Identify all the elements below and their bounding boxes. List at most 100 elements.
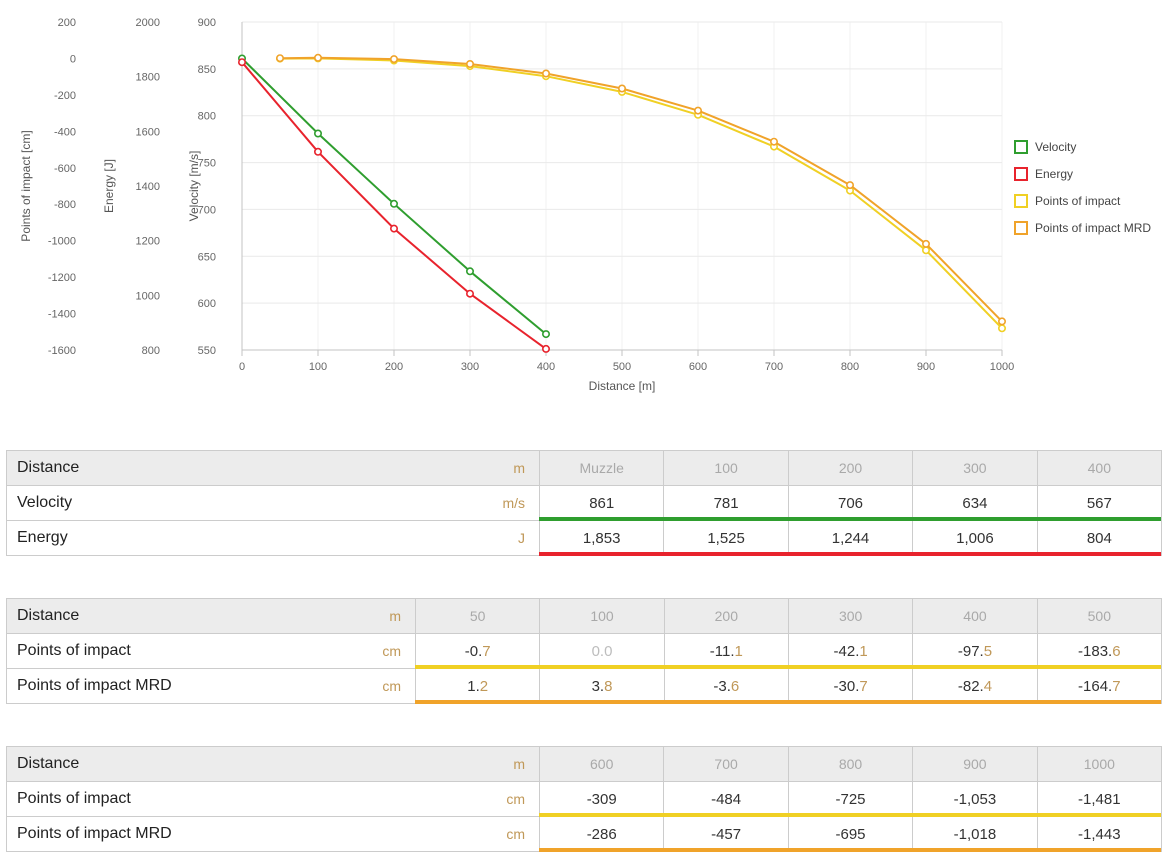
y-tick-label-energy: 800 (142, 345, 160, 357)
column-header: 1000 (1036, 747, 1161, 781)
row-unit: J (518, 530, 525, 546)
series-marker-velocity (313, 129, 322, 138)
series-marker-velocity (465, 267, 474, 276)
legend-swatch-points-of-impact-mrd (1014, 220, 1028, 235)
row-color-band (539, 848, 1161, 852)
x-tick-label: 0 (239, 361, 245, 373)
y-tick-label-poi: -1000 (48, 236, 76, 248)
column-header: 100 (663, 451, 787, 485)
series-marker-points-of-impact-mrd (921, 239, 930, 248)
legend-item-points-of-impact[interactable]: Points of impact (1014, 187, 1151, 214)
row-values: -286 -457 -695 -1,018 -1,443 (539, 817, 1161, 851)
value-cell: -82. 4 (912, 669, 1036, 703)
y-tick-label-poi: -1400 (48, 309, 76, 321)
x-tick-label: 400 (537, 361, 555, 373)
y-tick-label-energy: 1600 (136, 126, 160, 138)
column-header: 200 (787, 451, 912, 485)
value-cell: 781 (663, 486, 787, 520)
row-unit: cm (382, 643, 401, 659)
table-row-velocity: Velocity m/s 861 781 706 634 567 (7, 486, 1161, 521)
value-cell: -97. 5 (912, 634, 1036, 668)
column-header: 800 (787, 747, 912, 781)
series-marker-points-of-impact-mrd (275, 54, 284, 63)
column-header: 100 (539, 599, 663, 633)
value-cell: -286 (539, 817, 663, 851)
legend-item-energy[interactable]: Energy (1014, 160, 1151, 187)
column-header: 200 (663, 599, 788, 633)
row-label: Energy (17, 529, 68, 546)
value-cell: 3. 8 (539, 669, 663, 703)
value-cell: 634 (912, 486, 1036, 520)
row-color-band (539, 552, 1161, 556)
x-tick-label: 800 (841, 361, 859, 373)
table-row-points-of-impact-mrd: Points of impact MRD cm 1. 2 3. 8 -3. 6 -30. 7 -82… (7, 669, 1161, 704)
legend-label: Points of impact (1035, 193, 1121, 208)
series-marker-velocity (541, 330, 550, 339)
column-header: 300 (787, 599, 912, 633)
value-cell: 0.0 (539, 634, 663, 668)
value-cell: -725 (787, 782, 912, 816)
series-line-points-of-impact (279, 57, 1003, 329)
value-cell: -42. 1 (787, 634, 912, 668)
value-cell: -30. 7 (787, 669, 912, 703)
row-unit: m (389, 608, 401, 624)
data-table-2: Distance m 50 100 200 300 400 500 Points of impa… (6, 598, 1162, 704)
value-cell: -457 (663, 817, 787, 851)
series-marker-points-of-impact (921, 246, 930, 255)
y-tick-label-poi: -800 (54, 199, 76, 211)
row-label: Distance (17, 459, 80, 476)
y-axis-title-energy: Energy [J] (102, 159, 116, 213)
row-unit: cm (506, 826, 525, 842)
legend-item-velocity[interactable]: Velocity (1014, 133, 1151, 160)
value-cell: -695 (787, 817, 912, 851)
y-tick-label-energy: 1800 (136, 72, 160, 84)
series-marker-points-of-impact-mrd (845, 181, 854, 190)
y-tick-label-poi: -1200 (48, 272, 76, 284)
row-color-band (539, 517, 1161, 521)
series-marker-points-of-impact-mrd (769, 137, 778, 146)
series-marker-points-of-impact-mrd (541, 69, 550, 78)
row-label: Distance (17, 755, 80, 772)
row-label: Velocity (17, 494, 73, 511)
y-tick-label-energy: 2000 (136, 17, 160, 29)
x-tick-label: 300 (461, 361, 479, 373)
row-color-band (539, 813, 1161, 817)
x-tick-label: 600 (689, 361, 707, 373)
table-row-energy: Energy J 1,853 1,525 1,244 1,006 804 (7, 521, 1161, 556)
row-label: Distance (17, 607, 80, 624)
x-tick-label: 500 (613, 361, 631, 373)
x-tick-label: 1000 (990, 361, 1014, 373)
value-cell: 1,853 (539, 521, 663, 555)
value-cell: -183. 6 (1036, 634, 1161, 668)
row-unit: cm (382, 678, 401, 694)
y-tick-label-velocity: 750 (198, 158, 216, 170)
value-cell: -3. 6 (663, 669, 788, 703)
x-axis-title: Distance [m] (589, 379, 656, 393)
column-header: 400 (1036, 451, 1161, 485)
value-cell: 861 (539, 486, 663, 520)
row-unit: m (513, 460, 525, 476)
column-header: 900 (912, 747, 1036, 781)
legend-swatch-velocity (1014, 139, 1028, 154)
legend-label: Energy (1035, 166, 1074, 181)
y-tick-label-energy: 1400 (136, 181, 160, 193)
row-color-band (415, 665, 1161, 669)
row-unit: m/s (502, 495, 525, 511)
row-values: 1. 2 3. 8 -3. 6 -30. 7 -82. 4 -164. 7 (415, 669, 1161, 703)
series-marker-points-of-impact-mrd (997, 317, 1006, 326)
row-label: Points of impact (17, 790, 131, 807)
value-cell: 706 (787, 486, 912, 520)
y-tick-label-poi: -200 (54, 90, 76, 102)
row-values: 1,853 1,525 1,244 1,006 804 (539, 521, 1161, 555)
column-header: 500 (1036, 599, 1161, 633)
legend-item-points-of-impact-mrd[interactable]: Points of impact MRD (1014, 214, 1151, 241)
column-header: Muzzle (539, 451, 663, 485)
row-unit: cm (506, 791, 525, 807)
series-marker-points-of-impact-mrd (313, 53, 322, 62)
data-table-1: Distance m Muzzle 100 200 300 400 Velocity m/s 86… (6, 450, 1162, 556)
value-cell: -484 (663, 782, 787, 816)
y-tick-label-velocity: 650 (198, 251, 216, 263)
x-tick-label: 700 (765, 361, 783, 373)
y-axis-title-poi: Points of impact [cm] (19, 130, 33, 241)
row-label: Points of impact MRD (17, 825, 172, 842)
